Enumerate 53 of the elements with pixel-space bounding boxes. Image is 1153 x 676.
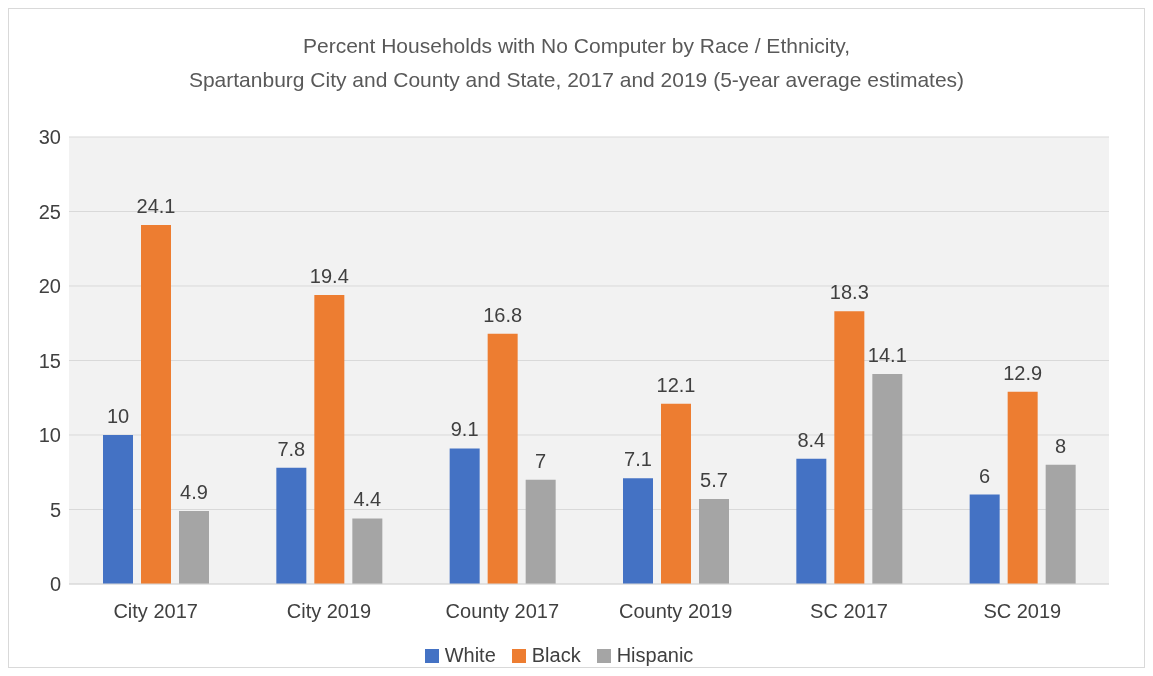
bar xyxy=(1045,464,1076,584)
data-label: 16.8 xyxy=(483,303,523,326)
data-label: 4.4 xyxy=(353,488,382,511)
bar xyxy=(969,494,1000,584)
y-tick-label: 15 xyxy=(38,349,61,372)
y-tick-label: 5 xyxy=(49,498,61,521)
bar xyxy=(1007,391,1038,584)
data-label: 6 xyxy=(979,464,991,487)
bar xyxy=(179,510,209,584)
bar xyxy=(314,294,345,584)
y-tick-label: 10 xyxy=(38,424,61,447)
data-label: 9.1 xyxy=(450,418,479,441)
data-label: 10 xyxy=(106,405,130,427)
x-tick-label: City 2017 xyxy=(113,600,198,623)
data-label: 7.1 xyxy=(624,448,652,471)
x-tick-label: City 2019 xyxy=(286,600,372,623)
data-label: 12.1 xyxy=(656,373,696,396)
data-label: 8 xyxy=(1055,434,1067,457)
bar xyxy=(141,224,171,584)
x-tick-label: County 2019 xyxy=(618,600,733,623)
data-label: 8.4 xyxy=(797,428,826,451)
bar xyxy=(834,311,865,584)
bar xyxy=(661,403,691,584)
bar xyxy=(623,478,653,584)
bar xyxy=(449,448,480,584)
bar xyxy=(872,373,903,584)
data-label: 12.9 xyxy=(1003,361,1043,384)
x-tick-label: County 2017 xyxy=(445,600,560,623)
data-label: 18.3 xyxy=(829,281,869,304)
bar xyxy=(103,435,133,584)
bar xyxy=(487,333,518,584)
data-label: 7 xyxy=(535,449,547,472)
data-label: 4.9 xyxy=(180,480,208,503)
legend-label: Hispanic xyxy=(615,644,694,667)
legend-label: White xyxy=(443,644,496,667)
data-label: 5.7 xyxy=(700,469,728,492)
bar xyxy=(699,499,729,584)
bar xyxy=(796,458,827,584)
bar xyxy=(352,518,383,584)
data-label: 7.8 xyxy=(277,437,306,460)
data-label: 24.1 xyxy=(136,194,176,217)
legend-label: Black xyxy=(530,644,581,667)
data-label: 19.4 xyxy=(309,264,349,287)
data-label: 14.1 xyxy=(867,343,907,366)
y-tick-label: 20 xyxy=(38,275,61,298)
x-tick-label: SC 2019 xyxy=(983,600,1062,623)
y-tick-label: 0 xyxy=(49,573,61,596)
x-tick-label: SC 2017 xyxy=(810,600,888,623)
y-tick-label: 25 xyxy=(38,200,61,223)
bar xyxy=(525,479,556,584)
chart-title: Percent Households with No Computer by Race / Ethnicity, Spartanburg City and County and State, 2017 and 2019 (5-year average estimates) xyxy=(187,33,966,93)
y-tick-label: 30 xyxy=(38,126,61,149)
bar xyxy=(276,467,307,584)
